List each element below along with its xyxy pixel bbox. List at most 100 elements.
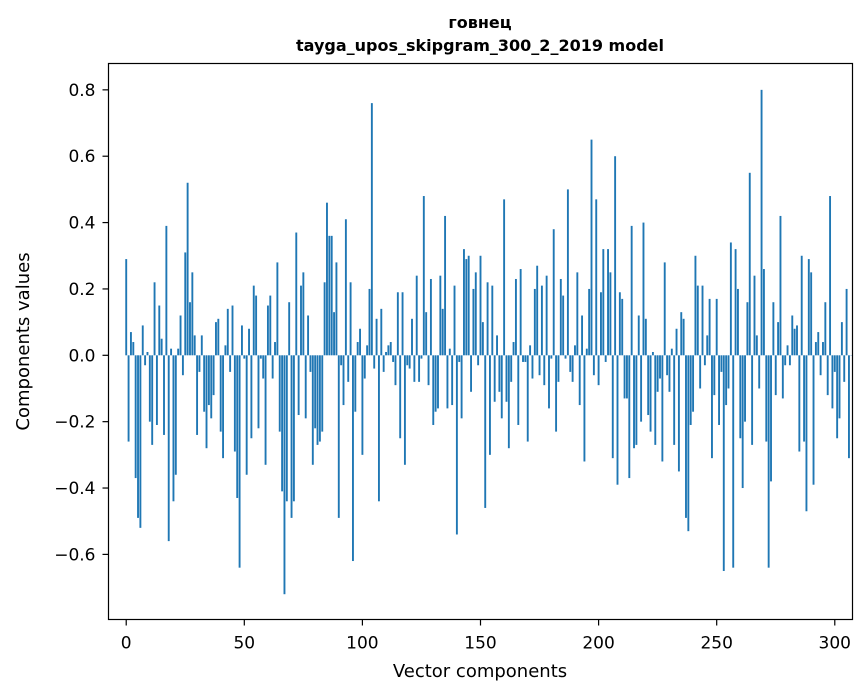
bar: [134, 355, 137, 479]
bar: [226, 308, 229, 356]
bar: [321, 355, 324, 432]
bar: [762, 269, 765, 356]
bar: [822, 342, 824, 356]
bar: [748, 172, 751, 356]
bar: [396, 292, 399, 356]
bar: [496, 335, 498, 356]
bar: [562, 295, 565, 356]
bar: [314, 355, 317, 429]
bar: [470, 355, 472, 392]
bar: [637, 315, 640, 356]
bar: [335, 262, 338, 356]
bar: [649, 355, 652, 432]
bar: [193, 335, 196, 356]
bar: [434, 355, 437, 412]
bar: [177, 348, 180, 356]
bar: [526, 355, 529, 442]
bar: [779, 215, 782, 356]
y-tick-label: −0.4: [54, 479, 95, 499]
bar: [283, 355, 286, 595]
bar: [217, 318, 220, 356]
bar: [281, 355, 284, 492]
bar: [292, 355, 295, 502]
bar: [552, 229, 555, 356]
bar: [463, 249, 465, 356]
bar: [129, 332, 132, 356]
bar: [715, 298, 718, 356]
bar: [198, 355, 201, 372]
bar: [205, 355, 208, 449]
bar: [243, 355, 246, 359]
bar: [836, 355, 839, 439]
bar: [607, 249, 609, 356]
bar: [682, 318, 685, 356]
bar: [545, 275, 548, 356]
bar: [722, 355, 725, 571]
bar: [300, 285, 302, 356]
bar: [342, 355, 345, 406]
bar: [640, 355, 643, 422]
bar: [481, 322, 484, 356]
bar: [439, 275, 442, 356]
bar: [831, 355, 834, 409]
bar: [644, 318, 647, 356]
bar: [238, 355, 241, 568]
bar: [517, 355, 520, 425]
bar: [382, 355, 385, 372]
bar: [427, 355, 430, 386]
bar: [290, 355, 293, 518]
bar: [153, 282, 156, 356]
x-tick-label: 300: [819, 634, 851, 654]
bar: [689, 355, 692, 425]
bar: [219, 355, 222, 432]
bar: [602, 249, 605, 356]
bar: [229, 355, 232, 372]
bar: [399, 355, 402, 439]
bar: [349, 282, 352, 356]
chart-title-line-1: говнец: [448, 13, 511, 32]
bar: [625, 355, 628, 399]
bar: [510, 355, 513, 382]
bar: [616, 355, 619, 485]
bar: [377, 355, 380, 502]
bar: [519, 269, 522, 356]
bar: [413, 355, 416, 382]
bar: [181, 355, 184, 376]
bar: [385, 351, 387, 356]
bar: [170, 348, 173, 356]
bar: [160, 338, 163, 356]
bar: [531, 355, 534, 379]
bar-series: [125, 89, 853, 595]
bar: [375, 318, 378, 356]
y-tick-label: 0.4: [68, 214, 95, 234]
bar: [255, 295, 258, 356]
bar: [694, 255, 697, 356]
bar: [241, 325, 243, 356]
bar: [477, 355, 480, 366]
bar: [564, 355, 567, 359]
bar: [467, 255, 470, 356]
bar: [250, 355, 253, 439]
bar: [720, 355, 723, 372]
bar: [132, 342, 135, 356]
bar: [245, 355, 248, 475]
bar: [793, 328, 796, 356]
bar: [796, 325, 798, 356]
bar: [411, 318, 413, 356]
bar: [432, 355, 435, 425]
bar: [288, 302, 291, 356]
bar: [824, 302, 827, 356]
bar: [843, 355, 846, 382]
bar: [500, 355, 503, 419]
bar: [387, 345, 390, 356]
bar: [498, 355, 501, 392]
bar: [708, 298, 711, 356]
bar: [800, 255, 803, 356]
bar: [318, 355, 321, 442]
bar: [744, 355, 746, 422]
bar: [401, 292, 404, 356]
bar: [611, 355, 614, 459]
bar: [566, 189, 569, 356]
bar: [538, 355, 541, 376]
bar: [174, 355, 177, 475]
